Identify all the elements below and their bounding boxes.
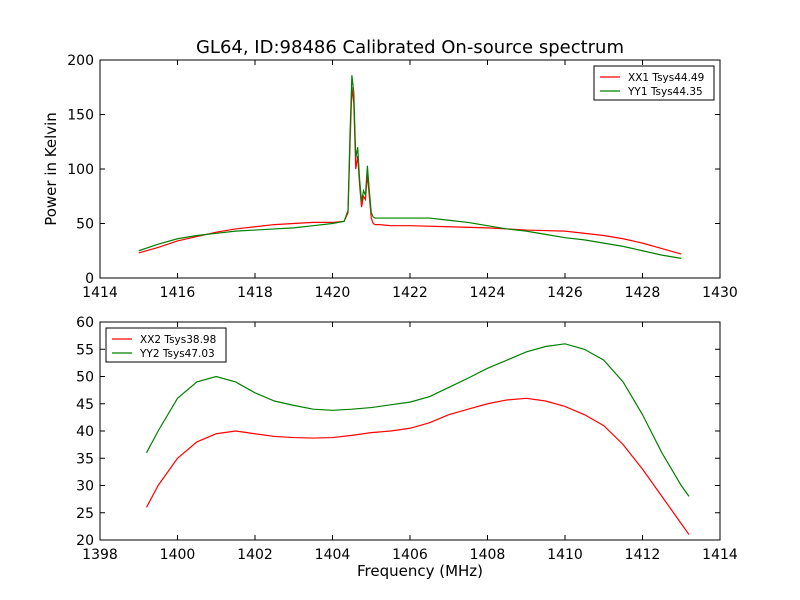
legend-label: XX2 Tsys38.98 <box>140 334 216 346</box>
y-tick-label: 25 <box>76 506 94 522</box>
x-tick-label: 1424 <box>470 285 506 301</box>
x-tick-label: 1414 <box>82 285 118 301</box>
series-line-1 <box>138 87 682 255</box>
y-tick-label: 40 <box>76 424 94 440</box>
legend-label: YY2 Tsys47.03 <box>139 348 215 360</box>
x-tick-label: 1416 <box>160 285 196 301</box>
chart-panel-1: 1414 1416 1418 1420 1422 1424 1426 1428 1430 0 50 1… <box>42 53 738 301</box>
y-tick-label: 60 <box>76 315 94 331</box>
y-tick-label: 45 <box>76 397 94 413</box>
y-tick-label: 30 <box>76 479 94 495</box>
legend-label: YY1 Tsys44.35 <box>627 86 703 98</box>
y-tick-label: 20 <box>76 533 94 549</box>
x-tick-label: 1430 <box>702 285 738 301</box>
chart-title: GL64, ID:98486 Calibrated On-source spec… <box>196 37 624 58</box>
legend-box <box>593 65 715 101</box>
chart-panel-2: 1398 1400 1402 1404 1406 1408 1410 1412 1414 20 25… <box>76 315 738 580</box>
y-tick-label: 50 <box>76 370 94 386</box>
x-tick-label: 1406 <box>392 547 428 563</box>
legend: XX1 Tsys44.49 YY1 Tsys44.35 <box>593 65 715 101</box>
legend-label: XX1 Tsys44.49 <box>628 72 704 84</box>
x-tick-label: 1428 <box>625 285 661 301</box>
legend: XX2 Tsys38.98 YY2 Tsys47.03 <box>105 327 227 363</box>
x-tick-label: 1412 <box>625 547 661 563</box>
x-tick-label: 1426 <box>547 285 583 301</box>
x-tick-label: 1418 <box>237 285 273 301</box>
x-tick-label: 1410 <box>547 547 583 563</box>
series-line-2 <box>145 343 690 497</box>
chart-panels: 1414 1416 1418 1420 1422 1424 1426 1428 14300501… <box>42 53 738 580</box>
x-tick-label: 1402 <box>237 547 273 563</box>
series-line-2 <box>138 75 682 259</box>
y-tick-label: 0 <box>85 271 94 287</box>
y-tick-label: 150 <box>67 108 94 124</box>
x-tick-label: 1414 <box>702 547 738 563</box>
x-tick-label: 1398 <box>82 547 118 563</box>
legend-box <box>105 327 227 363</box>
x-tick-label: 1420 <box>315 285 351 301</box>
series-line-1 <box>145 397 690 535</box>
y-tick-label: 35 <box>76 451 94 467</box>
x-tick-label: 1400 <box>160 547 196 563</box>
x-tick-label: 1422 <box>392 285 428 301</box>
y-tick-label: 55 <box>76 342 94 358</box>
x-tick-label: 1404 <box>315 547 351 563</box>
x-tick-label: 1408 <box>470 547 506 563</box>
y-tick-label: 50 <box>76 217 94 233</box>
y-tick-label: 200 <box>67 53 94 69</box>
x-axis-label: Frequency (MHz) <box>357 562 483 580</box>
y-tick-label: 100 <box>67 162 94 178</box>
y-axis-label: Power in Kelvin <box>42 112 60 226</box>
